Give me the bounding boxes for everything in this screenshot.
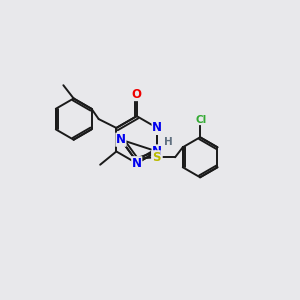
- Text: N: N: [152, 122, 162, 134]
- Text: N: N: [152, 145, 162, 158]
- Text: O: O: [132, 88, 142, 100]
- Text: N: N: [116, 133, 126, 146]
- Text: S: S: [152, 151, 160, 164]
- Text: N: N: [132, 157, 142, 170]
- Text: H: H: [164, 137, 173, 147]
- Text: Cl: Cl: [196, 115, 207, 124]
